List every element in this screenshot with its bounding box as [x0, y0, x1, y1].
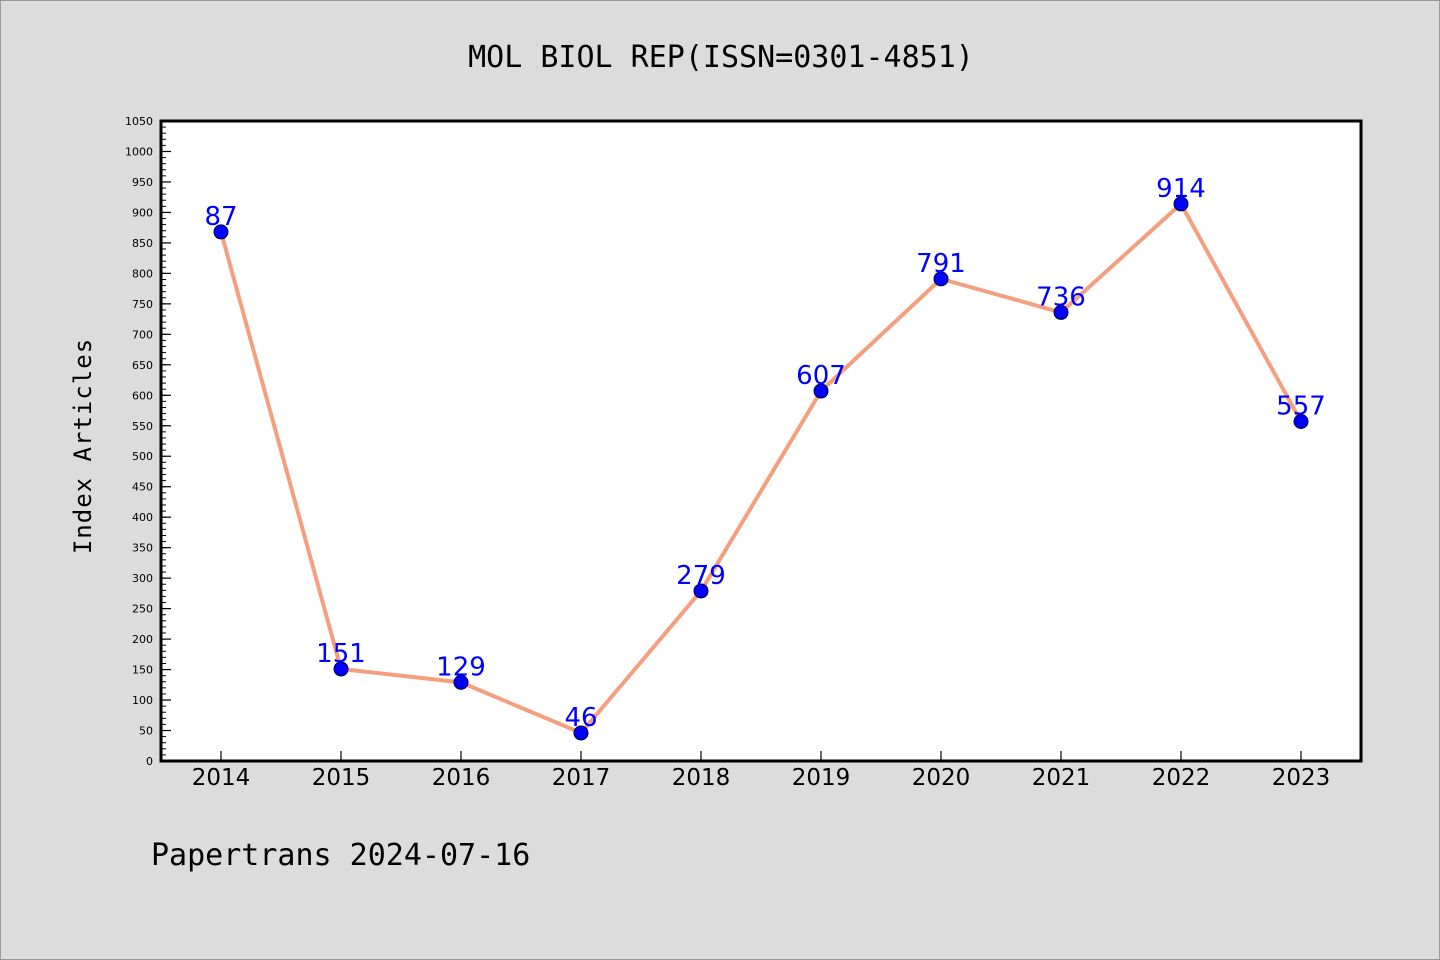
plot-border	[159, 119, 1363, 763]
data-point	[1053, 304, 1069, 320]
data-point	[933, 271, 949, 287]
x-tick-label: 2021	[1032, 765, 1091, 791]
y-tick-label: 100	[132, 694, 153, 707]
x-tick-label: 2022	[1152, 765, 1211, 791]
data-point	[1293, 413, 1309, 429]
data-point	[693, 583, 709, 599]
x-axis: 2014 2015 2016 2017 2018 2019 2020 2021 2022 2023	[192, 751, 1331, 791]
y-tick-label: 500	[132, 450, 153, 463]
y-tick-label: 450	[132, 481, 153, 494]
y-tick-label: 850	[132, 237, 153, 250]
series-markers	[213, 196, 1309, 741]
x-tick-label: 2015	[312, 765, 371, 791]
x-tick-label: 2016	[432, 765, 491, 791]
y-tick-label: 600	[132, 389, 153, 402]
data-label: 914	[1156, 174, 1206, 204]
y-tick-label: 350	[132, 542, 153, 555]
x-tick-label: 2020	[912, 765, 971, 791]
data-point	[573, 725, 589, 741]
y-tick-label: 750	[132, 298, 153, 311]
y-axis: 0 50 100 150 200 250 300 350 400 450 500 550 600 650 7…	[125, 115, 171, 768]
y-tick-label: 0	[146, 755, 153, 768]
data-label: 151	[316, 639, 366, 669]
y-tick-label: 250	[132, 603, 153, 616]
data-label: 87	[204, 202, 237, 232]
data-point	[333, 661, 349, 677]
data-label: 46	[564, 703, 597, 733]
data-label: 607	[796, 361, 846, 391]
y-tick-label: 650	[132, 359, 153, 372]
x-tick-label: 2014	[192, 765, 251, 791]
x-tick-label: 2019	[792, 765, 851, 791]
y-tick-label: 700	[132, 328, 153, 341]
data-label: 736	[1036, 282, 1086, 312]
y-tick-label: 1050	[125, 115, 153, 128]
data-label: 791	[916, 249, 966, 279]
y-tick-label: 150	[132, 664, 153, 677]
y-tick-label: 50	[139, 725, 153, 738]
data-label: 557	[1276, 391, 1326, 421]
data-point	[213, 224, 229, 240]
y-tick-label: 1000	[125, 145, 153, 158]
footer-date: Papertrans 2024-07-16	[151, 838, 530, 873]
x-tick-label: 2017	[552, 765, 611, 791]
data-label: 129	[436, 652, 486, 682]
y-tick-label: 550	[132, 420, 153, 433]
data-point	[813, 383, 829, 399]
y-axis-label: Index Articles	[69, 338, 97, 554]
y-tick-label: 950	[132, 176, 153, 189]
y-tick-label: 300	[132, 572, 153, 585]
data-labels: 87 151 129 46 279 607 791 736 914 557	[204, 174, 1325, 733]
y-tick-label: 400	[132, 511, 153, 524]
y-tick-label: 200	[132, 633, 153, 646]
data-label: 279	[676, 561, 726, 591]
plot-area	[161, 121, 1361, 761]
x-tick-label: 2023	[1272, 765, 1331, 791]
chart-title: MOL BIOL REP(ISSN=0301-4851)	[468, 40, 974, 75]
y-tick-label: 800	[132, 267, 153, 280]
x-tick-label: 2018	[672, 765, 731, 791]
data-point	[1173, 196, 1189, 212]
series-line	[219, 201, 1303, 735]
data-point	[453, 674, 469, 690]
y-tick-label: 900	[132, 206, 153, 219]
